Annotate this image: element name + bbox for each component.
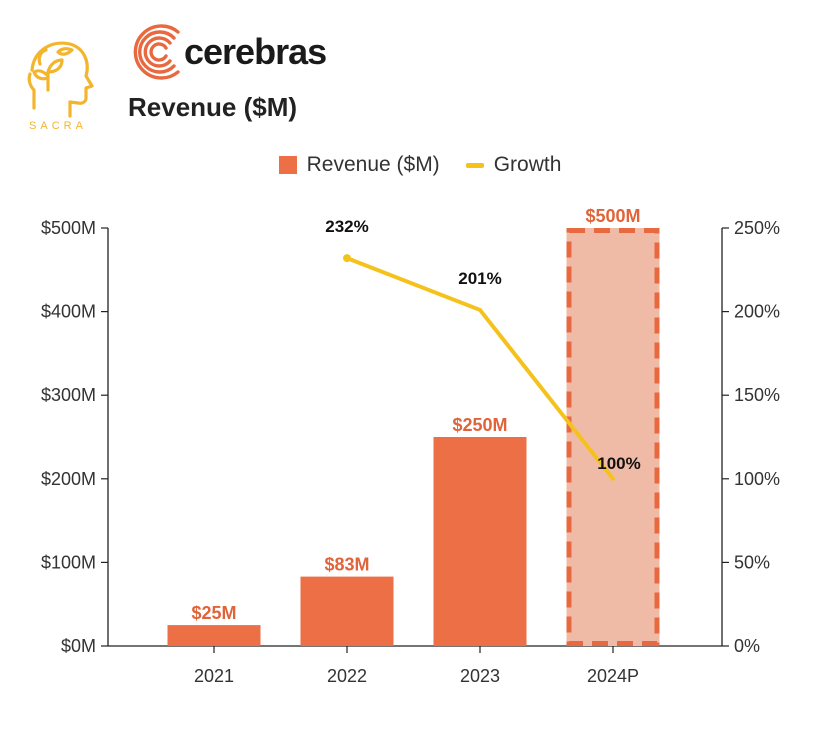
left-axis-tick-label: $100M bbox=[41, 552, 96, 572]
right-axis-tick-label: 0% bbox=[734, 636, 760, 656]
growth-point bbox=[343, 254, 351, 263]
legend-label-revenue: Revenue ($M) bbox=[306, 153, 440, 176]
x-axis-tick-label: 2022 bbox=[327, 666, 367, 686]
x-axis-tick-label: 2024P bbox=[587, 666, 639, 686]
legend-label-growth: Growth bbox=[493, 153, 562, 176]
left-axis-tick-label: $500M bbox=[41, 218, 96, 238]
x-axis-tick-label: 2023 bbox=[460, 666, 500, 686]
bar-value-label: $25M bbox=[191, 603, 236, 623]
left-axis-tick-label: $400M bbox=[41, 302, 96, 322]
bar bbox=[167, 625, 261, 646]
header: SACRA cerebras Revenue ($M) bbox=[0, 0, 840, 140]
right-axis-tick-label: 150% bbox=[734, 385, 780, 405]
bar-value-label: $500M bbox=[585, 206, 640, 226]
left-axis-tick-label: $300M bbox=[41, 385, 96, 405]
x-axis-tick-label: 2021 bbox=[194, 666, 234, 686]
right-axis-tick-label: 250% bbox=[734, 218, 780, 238]
chart-legend: Revenue ($M) Growth bbox=[0, 153, 840, 177]
growth-value-label: 232% bbox=[325, 217, 368, 236]
legend-swatch-revenue bbox=[278, 156, 297, 174]
legend-item-growth: Growth bbox=[465, 153, 562, 177]
right-axis-tick-label: 200% bbox=[734, 302, 780, 322]
bar bbox=[433, 437, 527, 646]
bar bbox=[300, 576, 394, 646]
sacra-logo-icon bbox=[27, 41, 94, 118]
bar-value-label: $83M bbox=[324, 555, 369, 575]
left-axis-tick-label: $0M bbox=[61, 636, 96, 656]
right-axis-tick-label: 50% bbox=[734, 552, 770, 572]
legend-item-revenue: Revenue ($M) bbox=[278, 153, 440, 177]
concentric-arcs-icon bbox=[133, 24, 180, 80]
growth-value-label: 201% bbox=[458, 269, 501, 288]
chart-title: Revenue ($M) bbox=[128, 92, 298, 122]
right-axis-tick-label: 100% bbox=[734, 469, 780, 489]
cerebras-brand: cerebras bbox=[126, 24, 327, 80]
growth-line bbox=[345, 256, 615, 481]
growth-value-label: 100% bbox=[597, 454, 640, 473]
brand-name: cerebras bbox=[184, 31, 327, 72]
bar-value-label: $250M bbox=[452, 415, 507, 435]
legend-swatch-growth bbox=[465, 162, 484, 168]
sacra-wordmark: SACRA bbox=[29, 120, 87, 132]
left-axis-tick-label: $200M bbox=[41, 469, 96, 489]
